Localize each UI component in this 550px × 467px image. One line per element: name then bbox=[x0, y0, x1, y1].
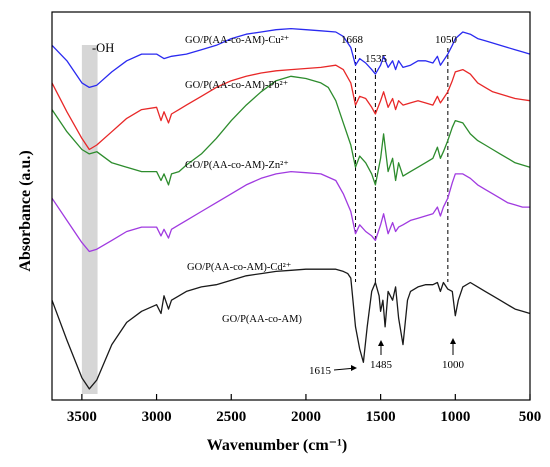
x-tick-label-3000: 3000 bbox=[142, 409, 172, 425]
x-tick-label-500: 500 bbox=[519, 409, 542, 425]
series-line-2 bbox=[51, 75, 531, 186]
x-axis-ticks: 3500 3000 2500 2000 1500 1000 500 bbox=[67, 394, 541, 425]
x-axis-title: Wavenumber (cm⁻¹) bbox=[207, 437, 347, 454]
series-label-go: GO/P(AA-co-AM) bbox=[222, 314, 302, 325]
x-tick-label-1500: 1500 bbox=[366, 409, 396, 425]
annotation-1000: 1000 bbox=[442, 359, 465, 371]
series-line-4 bbox=[51, 268, 531, 390]
series-line-1 bbox=[51, 64, 531, 151]
arrowhead-1485 bbox=[378, 340, 384, 346]
arrowhead-1615 bbox=[351, 365, 357, 371]
x-tick-label-3500: 3500 bbox=[67, 409, 97, 425]
series-label-pb: GO/P(AA-co-AM)-Pb²⁺ bbox=[185, 80, 288, 91]
oh-highlight-band bbox=[81, 45, 98, 394]
annotation-oh: -OH bbox=[92, 41, 114, 55]
series-label-zn: GO/P(AA-co-AM)-Zn²⁺ bbox=[185, 160, 289, 171]
series-labels: GO/P(AA-co-AM)-Cu²⁺ GO/P(AA-co-AM)-Pb²⁺ … bbox=[185, 35, 302, 325]
plot-frame bbox=[51, 11, 531, 401]
series-group bbox=[51, 27, 531, 390]
series-label-cd: GO/P(AA-co-AM)-Cd²⁺ bbox=[187, 262, 291, 273]
x-tick-label-2000: 2000 bbox=[291, 409, 321, 425]
annotation-1668: 1668 bbox=[341, 34, 364, 46]
series-label-cu: GO/P(AA-co-AM)-Cu²⁺ bbox=[185, 35, 289, 46]
x-tick-label-2500: 2500 bbox=[216, 409, 246, 425]
annotation-1485: 1485 bbox=[370, 359, 393, 371]
series-line-0 bbox=[51, 27, 531, 89]
arrowhead-1000 bbox=[450, 338, 456, 344]
annotation-1535: 1535 bbox=[365, 53, 388, 65]
reference-lines bbox=[355, 48, 449, 282]
series-line-3 bbox=[51, 170, 530, 253]
annotations: -OH 1668 1535 1050 1615 1485 1000 bbox=[92, 34, 465, 377]
annotation-1050: 1050 bbox=[435, 34, 458, 46]
y-axis-title: Absorbance (a.u.) bbox=[17, 150, 34, 271]
annotation-1615: 1615 bbox=[309, 365, 332, 377]
x-tick-label-1000: 1000 bbox=[440, 409, 470, 425]
